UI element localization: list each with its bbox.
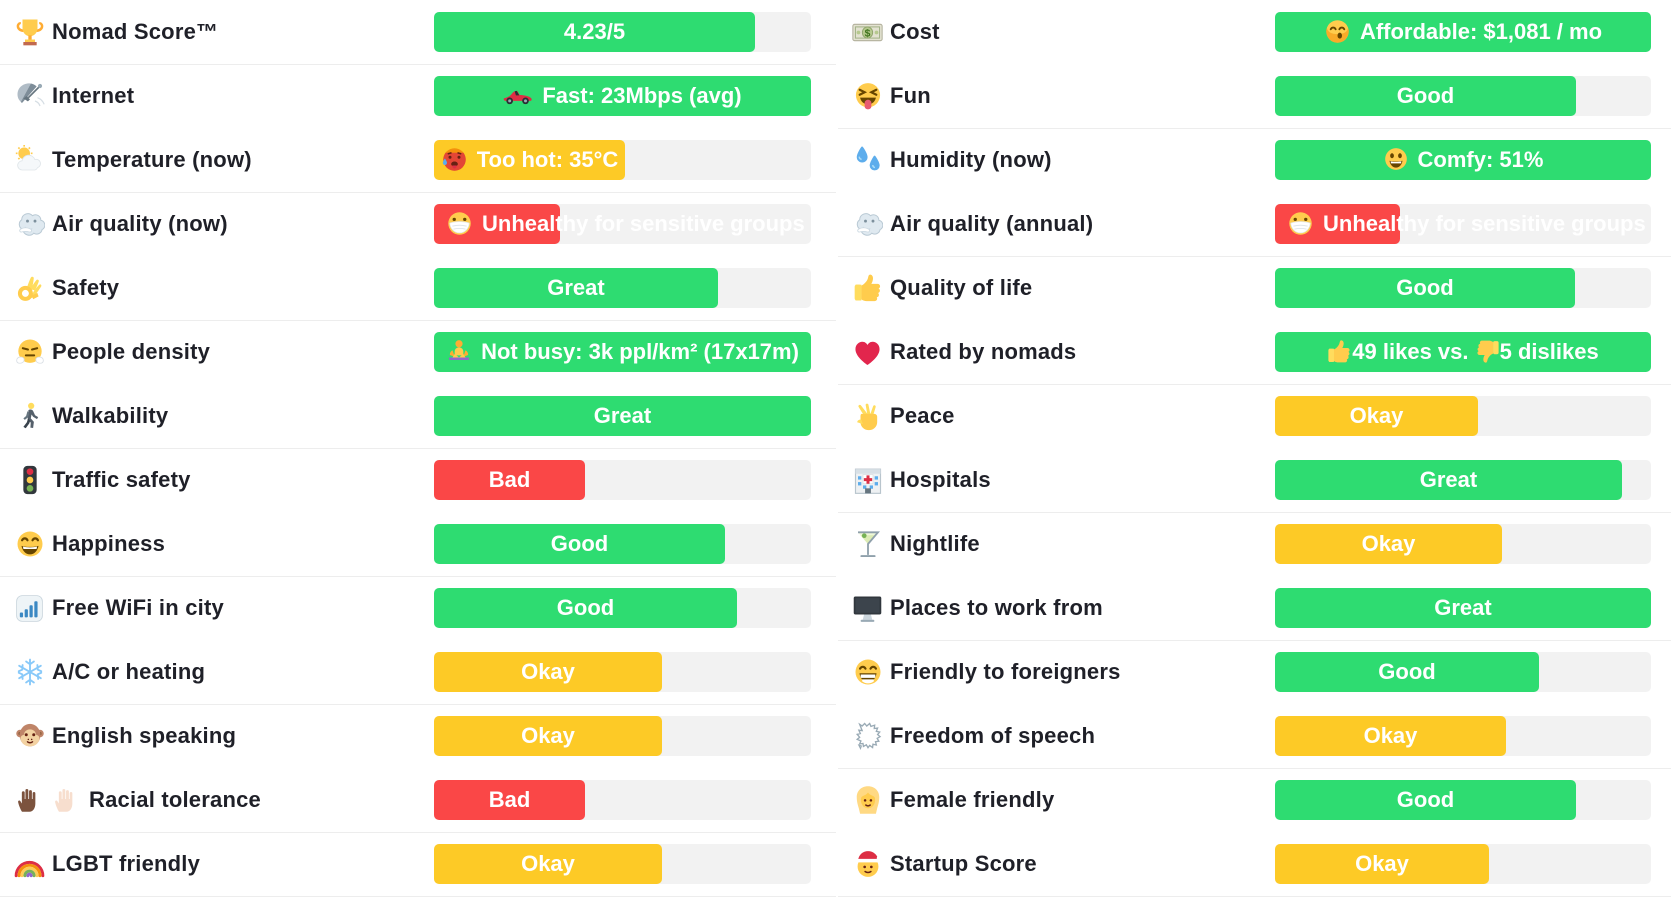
svg-text:$: $	[865, 28, 871, 39]
